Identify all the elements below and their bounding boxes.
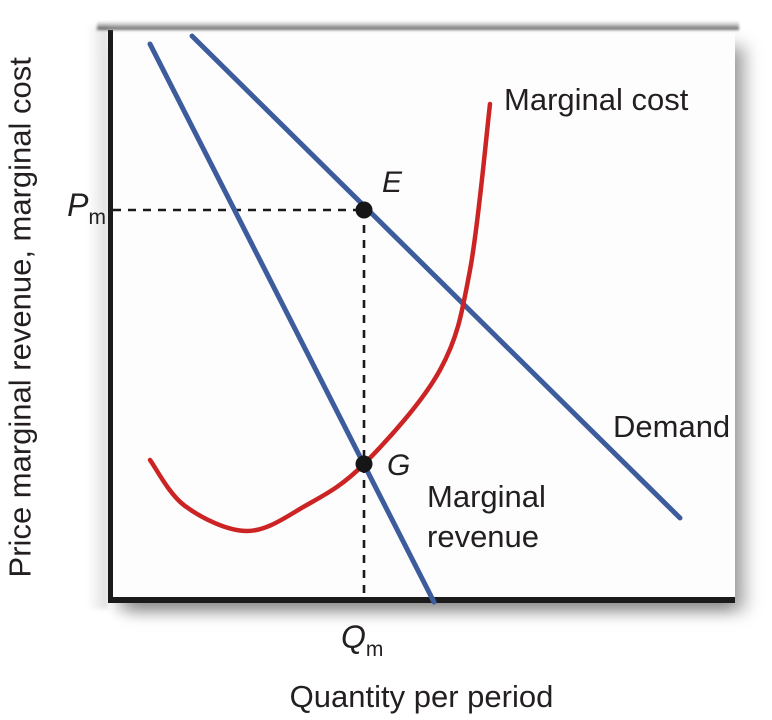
price-tick-pm: Pm [48, 187, 107, 229]
point-g-label: G [387, 449, 411, 482]
demand-label: Demand [613, 409, 731, 444]
marginal-revenue-label: Marginal revenue [427, 479, 546, 554]
x-axis-label: Quantity per period [289, 679, 554, 714]
pm-subscript: m [88, 206, 107, 229]
marginal-cost-label: Marginal cost [504, 82, 689, 117]
quantity-tick-qm: Qm [341, 619, 384, 661]
qm-subscript: m [365, 638, 384, 661]
y-axis-label: Price marginal revenue, marginal cost [2, 57, 38, 578]
qm-symbol: Q [341, 619, 366, 655]
point-e-label: E [382, 166, 403, 199]
pm-symbol: P [67, 187, 89, 223]
